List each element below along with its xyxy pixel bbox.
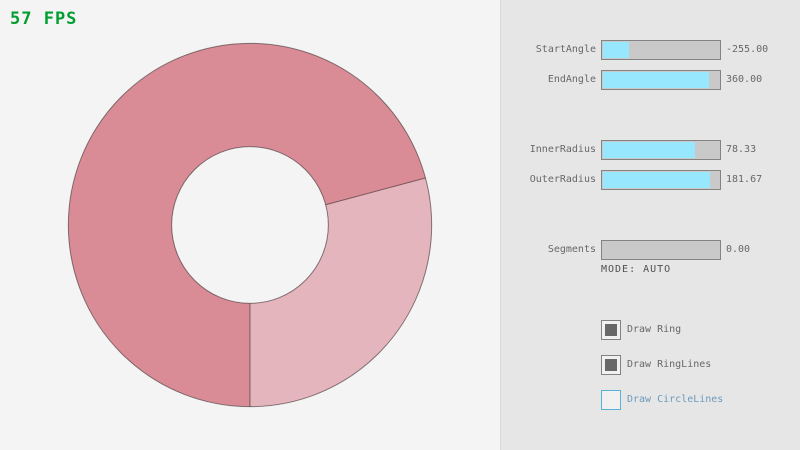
checkbox-box[interactable]	[601, 320, 621, 340]
checkmark-icon	[605, 359, 617, 371]
checkbox-box[interactable]	[601, 355, 621, 375]
draw-circlelines-label: Draw CircleLines	[627, 394, 724, 405]
start-angle-row: StartAngle -255.00	[501, 40, 800, 60]
outer-radius-label: OuterRadius	[529, 174, 596, 185]
inner-radius-row: InnerRadius 78.33	[501, 140, 800, 160]
inner-radius-slider[interactable]	[601, 140, 721, 160]
control-panel: StartAngle -255.00 EndAngle 360.00 Inner…	[500, 0, 800, 450]
inner-radius-value: 78.33	[726, 144, 757, 155]
end-angle-slider[interactable]	[601, 70, 721, 90]
outer-radius-slider-fill	[603, 172, 711, 188]
draw-ring-checkbox[interactable]: Draw Ring	[601, 320, 800, 340]
start-angle-slider-fill	[603, 42, 629, 58]
start-angle-slider[interactable]	[601, 40, 721, 60]
end-angle-row: EndAngle 360.00	[501, 70, 800, 90]
draw-ring-label: Draw Ring	[627, 324, 682, 335]
segments-slider[interactable]	[601, 240, 721, 260]
inner-radius-slider-fill	[603, 142, 696, 158]
start-angle-label: StartAngle	[535, 44, 596, 55]
draw-ringlines-label: Draw RingLines	[627, 359, 712, 370]
end-angle-label: EndAngle	[547, 74, 596, 85]
draw-circlelines-checkbox[interactable]: Draw CircleLines	[601, 390, 800, 410]
checkmark-icon	[605, 324, 617, 336]
end-angle-value: 360.00	[726, 74, 763, 85]
checkbox-box[interactable]	[601, 390, 621, 410]
outer-radius-row: OuterRadius 181.67	[501, 170, 800, 190]
inner-radius-label: InnerRadius	[529, 144, 596, 155]
fps-counter: 57 FPS	[10, 9, 78, 29]
outer-radius-value: 181.67	[726, 174, 763, 185]
draw-ringlines-checkbox[interactable]: Draw RingLines	[601, 355, 800, 375]
end-angle-slider-fill	[603, 72, 710, 88]
mode-status-text: MODE: AUTO	[601, 264, 672, 275]
start-angle-value: -255.00	[726, 44, 769, 55]
ring-drawing	[67, 42, 433, 408]
segments-row: Segments 0.00	[501, 240, 800, 260]
segments-value: 0.00	[726, 244, 751, 255]
segments-label: Segments	[547, 244, 596, 255]
outer-radius-slider[interactable]	[601, 170, 721, 190]
